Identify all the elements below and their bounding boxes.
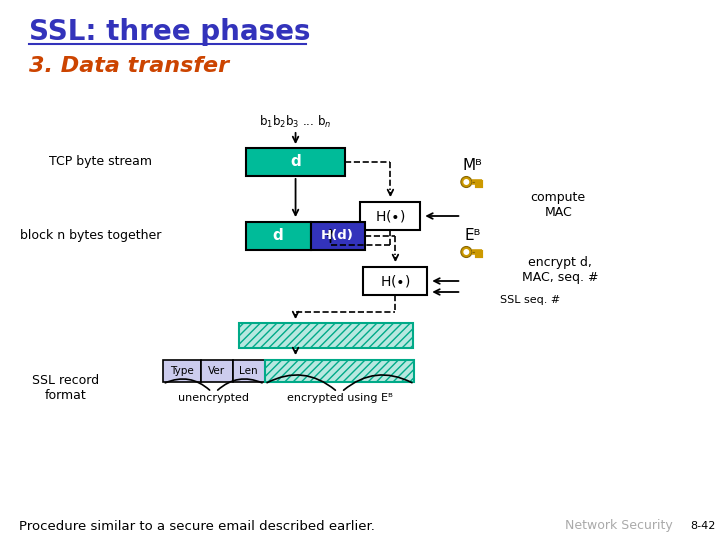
Text: Network Security: Network Security xyxy=(565,519,673,532)
Text: H($\bullet$): H($\bullet$) xyxy=(380,273,411,289)
Text: 3. Data transfer: 3. Data transfer xyxy=(29,56,229,76)
Circle shape xyxy=(464,249,469,255)
Bar xyxy=(238,323,413,348)
Bar xyxy=(264,360,415,382)
Text: encrypt d,
MAC, seq. #: encrypt d, MAC, seq. # xyxy=(522,256,598,284)
Text: H($\bullet$): H($\bullet$) xyxy=(375,208,406,224)
Text: 8-42: 8-42 xyxy=(690,521,716,531)
Circle shape xyxy=(461,177,472,187)
Text: TCP byte stream: TCP byte stream xyxy=(49,156,153,168)
Text: SSL record
format: SSL record format xyxy=(32,374,99,402)
Bar xyxy=(233,360,264,382)
Bar xyxy=(163,360,201,382)
Bar xyxy=(364,267,428,295)
Text: Eᴮ: Eᴮ xyxy=(464,227,480,242)
Text: block n bytes together: block n bytes together xyxy=(20,228,161,241)
Text: unencrypted: unencrypted xyxy=(178,393,249,403)
Text: H(d): H(d) xyxy=(321,230,354,242)
Bar xyxy=(310,222,366,250)
Text: encrypted using Eᴮ: encrypted using Eᴮ xyxy=(287,393,392,403)
Circle shape xyxy=(464,179,469,185)
Text: SSL: three phases: SSL: three phases xyxy=(29,18,310,46)
Text: Procedure similar to a secure email described earlier.: Procedure similar to a secure email desc… xyxy=(19,519,375,532)
Bar xyxy=(246,222,310,250)
Text: Ver: Ver xyxy=(208,366,225,376)
Bar xyxy=(246,148,346,176)
Circle shape xyxy=(461,246,472,258)
Text: d: d xyxy=(290,154,301,170)
Text: Mᴮ: Mᴮ xyxy=(462,158,482,172)
Text: b$_1$b$_2$b$_3$ ... b$_n$: b$_1$b$_2$b$_3$ ... b$_n$ xyxy=(259,114,332,130)
Text: Type: Type xyxy=(170,366,194,376)
Bar xyxy=(201,360,233,382)
Bar xyxy=(361,202,420,230)
Text: Len: Len xyxy=(239,366,258,376)
Text: d: d xyxy=(272,228,283,244)
Text: SSL seq. #: SSL seq. # xyxy=(500,295,561,305)
Text: compute
MAC: compute MAC xyxy=(531,191,586,219)
